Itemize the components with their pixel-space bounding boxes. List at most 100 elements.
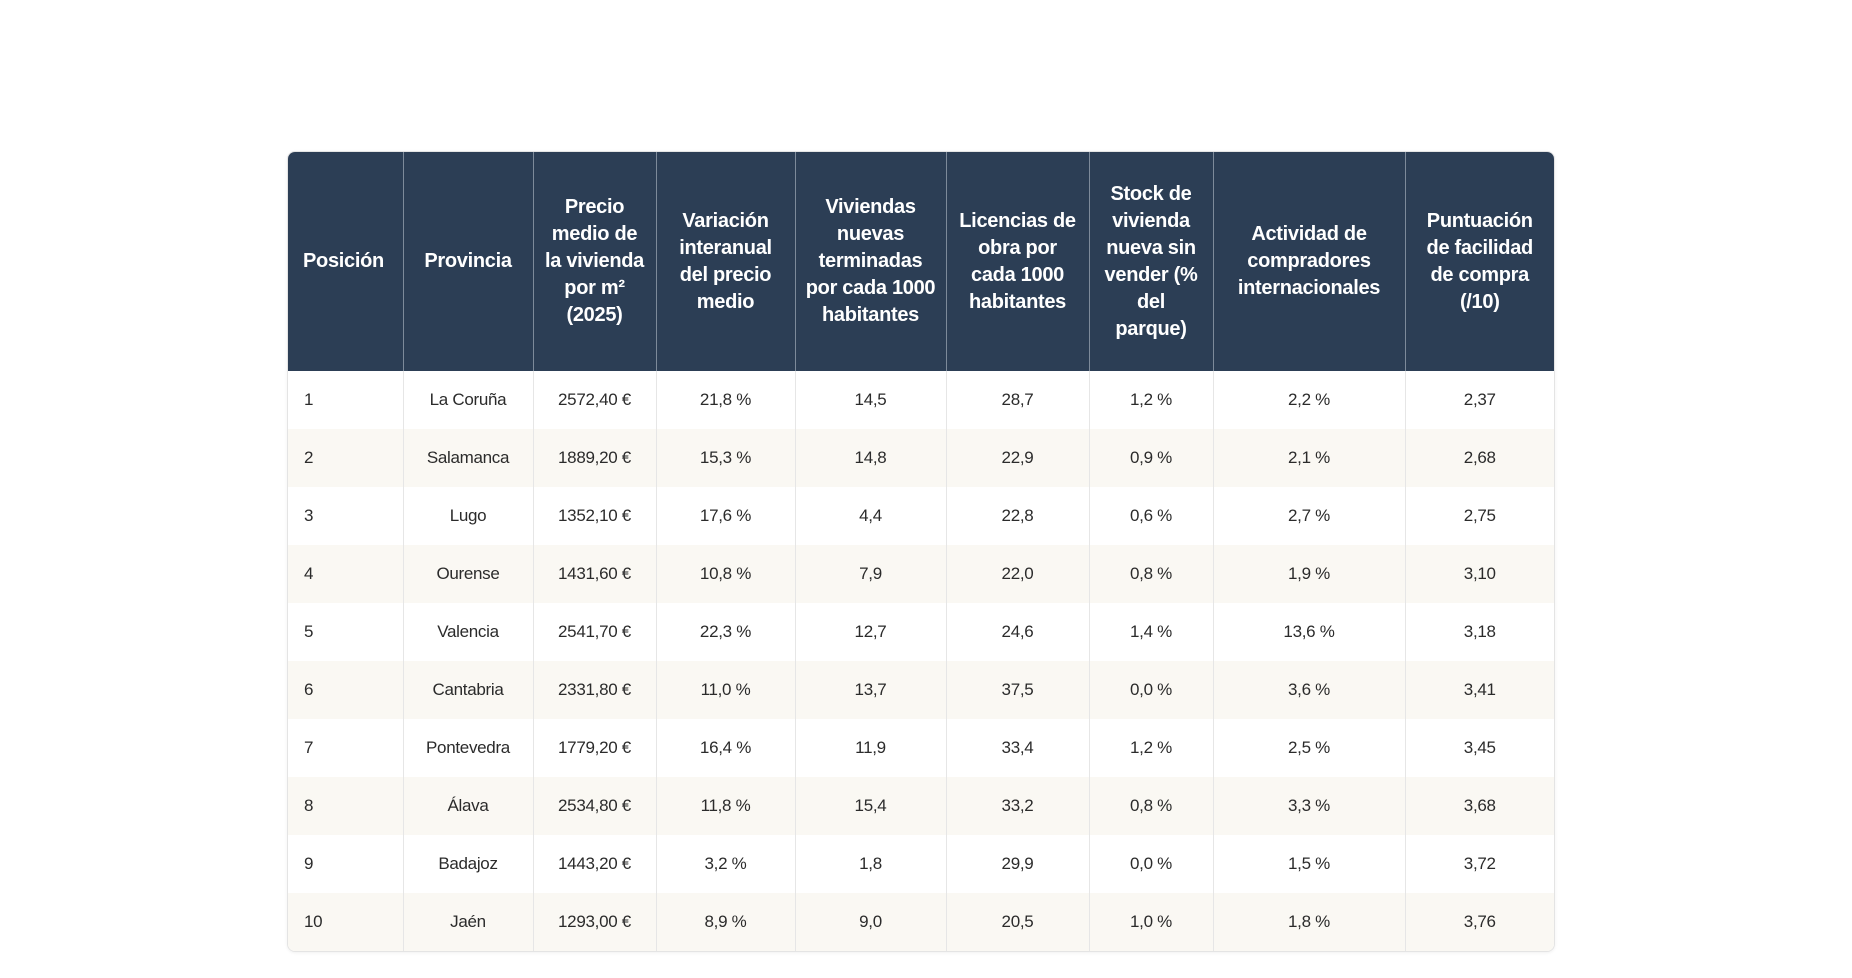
cell-province: Cantabria [403,661,534,719]
cell-new-homes: 13,7 [795,661,947,719]
cell-avg-price: 1889,20 € [533,429,657,487]
cell-building-licenses: 20,5 [946,893,1090,951]
cell-province: Badajoz [403,835,534,893]
cell-ease-score: 2,68 [1405,429,1554,487]
table-row: 4 Ourense 1431,60 €10,8 % 7,9 22,0 0,8 % 1,9 %… [288,545,1554,603]
cell-price-variation: 16,4 % [656,719,796,777]
cell-building-licenses: 28,7 [946,371,1090,429]
header-price-variation: Variación interanual del precio medio [656,152,796,371]
ranking-table-container: Posición Provincia Precio medio de la vivi… [287,151,1555,952]
cell-price-variation: 21,8 % [656,371,796,429]
cell-intl-buyers: 2,1 % [1213,429,1406,487]
table-row: 3 Lugo 1352,10 €17,6 % 4,4 22,8 0,6 % 2,7 % 2,7… [288,487,1554,545]
table-row: 5 Valencia 2541,70 €22,3 % 12,7 24,6 1,4 % 13,… [288,603,1554,661]
cell-ease-score: 3,18 [1463,622,1496,641]
cell-building-licenses: 29,9 [946,835,1090,893]
cell-intl-buyers: 1,8 % [1213,893,1406,951]
cell-ease-score: 3,72 [1463,854,1496,873]
header-unsold-stock: Stock de vivienda nueva sin vender (% de… [1089,152,1214,371]
header-ease-score: Puntuación de facilidad de compra (/10) [1405,152,1554,371]
cell-intl-buyers: 3,3 % [1213,777,1406,835]
cell-new-homes: 14,5 [795,371,947,429]
cell-avg-price: 2572,40 € [533,371,657,429]
header-new-homes: Viviendas nuevas terminadas por cada 100… [795,152,947,371]
cell-price-variation: 11,8 % [656,777,796,835]
cell-province: Álava [403,777,534,835]
cell-position: 1 [288,371,404,429]
cell-province: Lugo [403,487,534,545]
cell-price-variation: 10,8 % [656,545,796,603]
cell-price-variation: 3,2 % [656,835,796,893]
cell-avg-price: 2331,80 € [533,661,657,719]
cell-new-homes: 12,7 [795,603,947,661]
cell-avg-price: 2541,70 € [533,603,657,661]
cell-position: 5 [288,603,404,661]
cell-intl-buyers: 3,6 % [1213,661,1406,719]
cell-intl-buyers: 1,5 % [1213,835,1406,893]
cell-unsold-stock: 1,2 % [1089,371,1214,429]
cell-price-variation: 15,3 % [656,429,796,487]
cell-price-variation: 8,9 % [656,893,796,951]
header-building-licenses: Licencias de obra por cada 1000 habitant… [946,152,1090,371]
cell-avg-price: 1779,20 € [533,719,657,777]
cell-position: 9 [288,835,404,893]
cell-position: 8 [288,777,404,835]
table-row: 1 La Coruña 2572,40 €21,8 % 14,5 28,7 1,2 % 2,… [288,371,1554,429]
cell-price-variation: 22,3 % [656,603,796,661]
cell-unsold-stock: 0,8 % [1089,545,1214,603]
header-position: Posición [288,152,404,371]
cell-new-homes: 4,4 [795,487,947,545]
cell-new-homes: 14,8 [795,429,947,487]
cell-province: Jaén [403,893,534,951]
cell-building-licenses: 37,5 [946,661,1090,719]
cell-province: Salamanca [403,429,534,487]
cell-unsold-stock: 0,9 % [1089,429,1214,487]
cell-avg-price: 1352,10 € [533,487,657,545]
cell-building-licenses: 22,8 [946,487,1090,545]
table-row: 2 Salamanca 1889,20 €15,3 % 14,8 22,9 0,9 % 2,… [288,429,1554,487]
header-intl-buyers: Actividad de compradores internacionales [1213,152,1406,371]
cell-intl-buyers: 13,6 % [1213,603,1406,661]
cell-province: Pontevedra [403,719,534,777]
cell-position: 3 [288,487,404,545]
cell-intl-buyers: 2,7 % [1213,487,1406,545]
cell-new-homes: 9,0 [795,893,947,951]
cell-position: 7 [288,719,404,777]
cell-position: 10 [288,893,404,951]
cell-unsold-stock: 0,0 % [1089,835,1214,893]
table-row: 7 Pontevedra 1779,20 €16,4 % 11,9 33,4 1,2 % 2… [288,719,1554,777]
header-avg-price: Precio medio de la vivienda por m² (2025… [533,152,657,371]
cell-avg-price: 1431,60 € [533,545,657,603]
cell-ease-score: 2,75 [1463,506,1496,525]
cell-intl-buyers: 2,5 % [1213,719,1406,777]
cell-intl-buyers: 2,2 % [1213,371,1406,429]
cell-ease-score: 3,45 [1463,738,1496,757]
ranking-table: Posición Provincia Precio medio de la vivi… [288,152,1554,951]
table-row: 9 Badajoz 1443,20 €3,2 % 1,8 29,9 0,0 % 1,5 % 3… [288,835,1554,893]
table-row: 10 Jaén 1293,00 €8,9 % 9,0 20,5 1,0 % 1,8 % 3,7… [288,893,1554,951]
cell-building-licenses: 33,4 [946,719,1090,777]
cell-price-variation: 17,6 % [656,487,796,545]
cell-ease-score: 2,37 [1463,390,1496,409]
table-row: 8 Álava 2534,80 €11,8 % 15,4 33,2 0,8 % 3,3 % 3… [288,777,1554,835]
cell-unsold-stock: 1,2 % [1089,719,1214,777]
table-body: 1 La Coruña 2572,40 €21,8 % 14,5 28,7 1,2 % 2,… [288,371,1554,951]
cell-building-licenses: 24,6 [946,603,1090,661]
cell-avg-price: 1443,20 € [533,835,657,893]
cell-new-homes: 15,4 [795,777,947,835]
cell-avg-price: 1293,00 € [533,893,657,951]
cell-province: La Coruña [403,371,534,429]
cell-position: 2 [288,429,404,487]
cell-avg-price: 2534,80 € [533,777,657,835]
cell-building-licenses: 22,0 [946,545,1090,603]
table-header-row: Posición Provincia Precio medio de la vivi… [288,152,1554,371]
cell-unsold-stock: 0,6 % [1089,487,1214,545]
cell-province: Valencia [403,603,534,661]
cell-new-homes: 11,9 [795,719,947,777]
cell-ease-score: 3,76 [1405,893,1554,951]
table-row: 6 Cantabria 2331,80 €11,0 % 13,7 37,5 0,0 % 3,… [288,661,1554,719]
cell-building-licenses: 22,9 [946,429,1090,487]
cell-ease-score: 3,68 [1405,777,1554,835]
cell-price-variation: 11,0 % [656,661,796,719]
cell-building-licenses: 33,2 [946,777,1090,835]
